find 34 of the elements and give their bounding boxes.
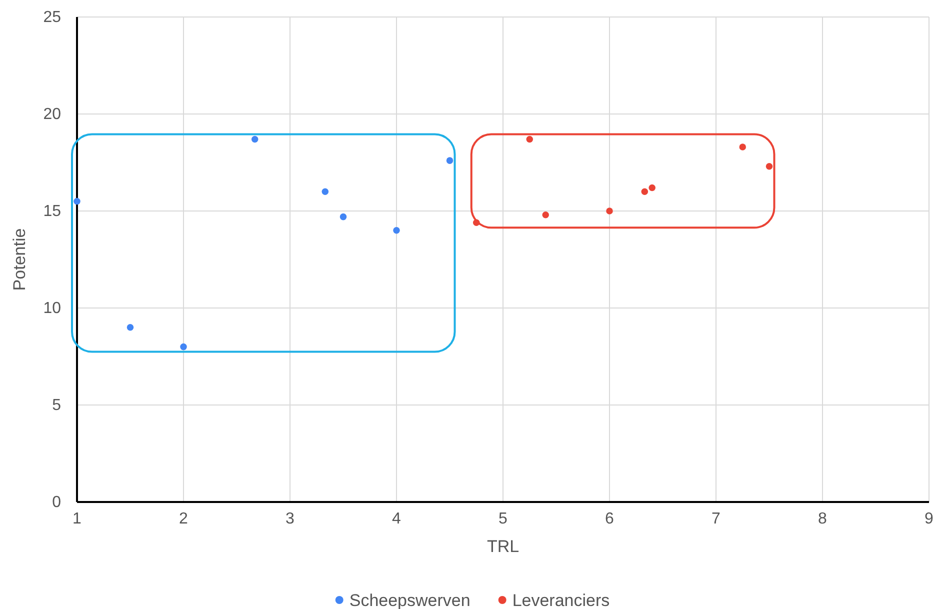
y-tick-label: 0 (52, 494, 62, 512)
y-tick-label: 20 (43, 106, 62, 124)
x-axis-title: TRL (486, 537, 520, 556)
y-axis-title: Potentie (10, 228, 29, 291)
y-tick-label: 15 (43, 203, 62, 220)
y-tick-label: 5 (52, 397, 62, 414)
x-tick-label: 8 (818, 510, 828, 528)
x-tick-label: 2 (179, 510, 188, 528)
point (322, 188, 329, 195)
point (542, 212, 549, 218)
point (472, 219, 480, 226)
legend-label: Leveranciers (512, 591, 610, 609)
point (340, 213, 347, 220)
x-tick-label: 5 (498, 510, 508, 528)
point (251, 136, 258, 143)
x-tick-label: 3 (286, 510, 295, 528)
point (393, 227, 400, 234)
x-tick-label: 7 (712, 510, 721, 528)
y-tick-label: 10 (43, 300, 62, 318)
point (446, 157, 454, 164)
point (606, 208, 613, 214)
point (648, 184, 656, 192)
x-tick-label: 9 (924, 510, 934, 528)
x-tick-label: 6 (605, 510, 614, 528)
point (526, 136, 534, 143)
point (180, 343, 187, 350)
point (74, 198, 80, 205)
point (739, 144, 746, 150)
point (126, 324, 134, 331)
x-tick-label: 4 (392, 510, 402, 528)
point (641, 188, 648, 195)
y-tick-label: 25 (43, 9, 62, 26)
x-tick-label: 1 (72, 510, 82, 528)
point (766, 163, 773, 170)
